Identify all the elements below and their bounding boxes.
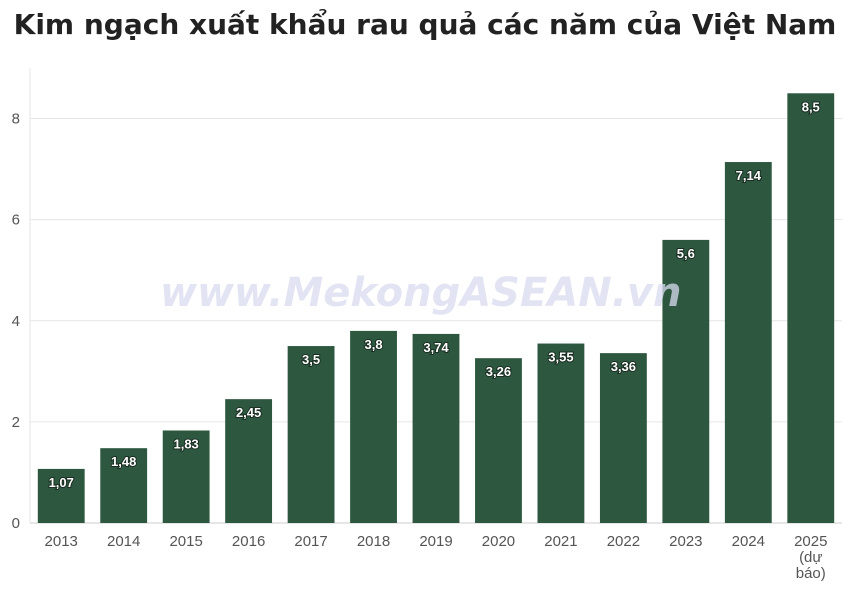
bar-2013 [37,468,85,523]
data-label: 3,36 [611,359,636,374]
bar-2014 [100,448,148,523]
y-tick-label: 6 [12,212,20,229]
x-tick-label: 2024 [732,533,765,550]
y-tick-label: 8 [12,111,20,128]
data-label: 5,6 [677,246,695,261]
bar-2022 [599,353,647,523]
data-label: 3,55 [548,350,573,365]
x-tick-label: 2014 [107,533,140,550]
data-label: 3,8 [364,337,382,352]
y-axis: 0 2 4 6 8 [12,111,20,532]
bar-2024 [724,162,772,524]
data-label: 3,26 [486,364,511,379]
bar-2015 [162,430,210,523]
y-tick-label: 0 [12,515,20,532]
bar-2021 [537,343,585,523]
chart-title: Kim ngạch xuất khẩu rau quả các năm của … [13,8,837,41]
bar-2018 [350,330,397,523]
x-tick-label: 2015 [169,533,202,550]
data-label: 7,14 [736,168,762,183]
bar-2023 [662,239,710,523]
data-label: 3,74 [423,340,449,355]
bar-2016 [225,399,273,523]
bars [37,93,835,524]
bar-2025 [787,93,835,524]
data-label: 1,48 [111,454,136,469]
bar-2019 [412,333,460,523]
data-labels: 1,07 1,48 1,83 2,45 3,5 3,8 3,74 3,26 3,55 3,36 5,… [48,98,821,491]
data-label: 2,45 [236,405,261,420]
x-tick-label: 2013 [45,533,78,550]
x-tick-label: 2022 [607,533,640,550]
x-tick-label: 2016 [232,533,265,550]
x-axis: 2013 2014 2015 2016 2017 2018 2019 2020 2021 2022… [45,533,828,582]
x-tick-label: 2021 [544,533,577,550]
data-label: 8,5 [802,99,820,114]
x-tick-label: 2025 (dự báo) [794,533,827,582]
watermark: www.MekongASEAN.vn [160,270,682,316]
bar-2020 [475,358,522,523]
x-tick-label: 2019 [419,533,452,550]
bar-2017 [287,346,335,523]
data-label: 3,5 [302,352,320,367]
data-label: 1,07 [49,475,74,490]
x-tick-label: 2018 [357,533,390,550]
x-tick-label: 2023 [669,533,702,550]
y-tick-label: 2 [12,414,20,431]
data-label: 1,83 [173,436,198,451]
x-tick-label: 2017 [294,533,327,550]
y-tick-label: 4 [12,313,20,330]
x-tick-label: 2020 [482,533,515,550]
